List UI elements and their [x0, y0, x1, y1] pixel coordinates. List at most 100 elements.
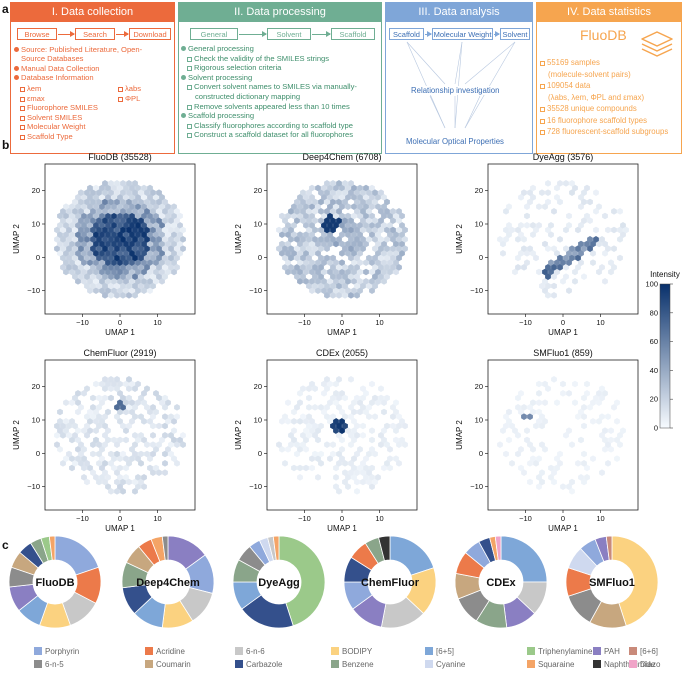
x-tick-label: −10: [519, 318, 532, 327]
hexbin-cell: [123, 399, 129, 406]
hexbin-cell: [180, 245, 186, 252]
hexbin-cell: [569, 254, 575, 262]
hexbin-cell: [135, 380, 141, 388]
hexbin-cell: [381, 268, 387, 276]
hexbin-cell: [162, 236, 168, 243]
hexbin-cell: [291, 418, 297, 425]
hexbin-cell: [99, 418, 105, 425]
hexbin-cell: [288, 432, 294, 439]
hexbin-cell: [153, 259, 159, 266]
hexbin-cell: [99, 231, 105, 238]
hexbin-cell: [276, 441, 282, 448]
y-tick-label: 0: [258, 449, 262, 458]
hexbin-cell: [75, 222, 81, 229]
legend-label: Porphyrin: [45, 647, 80, 656]
hexbin-cell: [144, 273, 150, 280]
hexbin-cell: [536, 455, 542, 462]
hexbin-cell: [545, 264, 551, 271]
hexbin-cell: [354, 469, 360, 476]
hexbin-cell: [72, 264, 78, 271]
hexbin-cell: [605, 245, 611, 252]
hexbin-cell: [102, 413, 108, 420]
hexbin-cell: [60, 245, 66, 252]
hexbin-cell: [165, 259, 171, 266]
hexbin-cell: [120, 198, 126, 206]
hexbin-cell: [369, 474, 375, 481]
hexbin-cell: [554, 259, 560, 266]
hexbin-cell: [524, 259, 530, 266]
legend-label: 6-n-6: [246, 647, 265, 656]
hexbin-cell: [99, 212, 105, 220]
hexbin-cell: [102, 217, 108, 224]
hexbin-cell: [551, 292, 557, 299]
x-tick-label: −10: [519, 514, 532, 523]
hexbin-cell: [108, 460, 114, 467]
hexbin-cell: [315, 203, 321, 210]
hexbin-cell: [126, 292, 132, 299]
hexbin-cell: [90, 404, 96, 411]
hexbin-cell: [330, 292, 336, 299]
hexbin-cell: [306, 254, 312, 262]
hexbin-cell: [96, 273, 102, 280]
hexbin-cell: [575, 460, 581, 467]
hexbin-cell: [348, 441, 354, 448]
hexbin-cell: [87, 259, 93, 266]
processing-heading: Solvent processing: [181, 73, 252, 82]
hexbin-cell: [327, 399, 333, 406]
hexbin-cell: [327, 278, 333, 285]
hexbin-cell: [605, 226, 611, 234]
legend-item: Porphyrin: [34, 647, 79, 656]
hexbin-cell: [399, 231, 405, 238]
hexbin-cell: [324, 385, 330, 392]
data-processing-box: II. Data processing: [178, 2, 382, 154]
hexbin-cell: [105, 268, 111, 276]
hexbin-cell: [575, 254, 581, 262]
hexbin-cell: [330, 264, 336, 271]
hexbin-cell: [560, 390, 566, 397]
hexbin-cell: [602, 427, 608, 434]
hexbin-cell: [282, 217, 288, 224]
hexbin-cell: [93, 278, 99, 285]
hexbin-cell: [150, 282, 156, 290]
hexbin-cell: [66, 264, 72, 271]
hexbin-cell: [120, 450, 126, 458]
hexbin-cell: [72, 254, 78, 262]
hexbin-cell: [120, 404, 126, 411]
hexbin-cell: [114, 217, 120, 224]
hexbin-cell: [111, 222, 117, 229]
hexbin-cell: [548, 231, 554, 238]
hexbin-cell: [342, 189, 348, 196]
hexbin-cell: [105, 483, 111, 490]
hexbin-cell: [324, 245, 330, 252]
hexbin-cell: [138, 450, 144, 458]
hexbin-cell: [587, 404, 593, 411]
legend-item: 6-n-6: [235, 647, 265, 656]
hexbin-cell: [129, 212, 135, 220]
hexbin-cell: [138, 264, 144, 271]
hexbin-cell: [551, 469, 557, 476]
hexbin-cell: [138, 208, 144, 215]
x-tick-label: 0: [340, 514, 344, 523]
hexbin-cell: [168, 264, 174, 271]
hexbin-cell: [381, 212, 387, 220]
hexbin-cell: [66, 432, 72, 439]
hexbin-cell: [542, 278, 548, 285]
donut-chart: DyeAgg: [232, 536, 326, 629]
hexbin-cell: [524, 427, 530, 434]
hexbin-cell: [530, 455, 536, 462]
hexbin-cell: [369, 380, 375, 388]
step-general: General: [190, 28, 238, 40]
x-tick-label: 0: [118, 318, 122, 327]
hexbin-cell: [114, 198, 120, 206]
hexbin-cell: [357, 268, 363, 276]
legend-item: Diazo: [629, 660, 660, 669]
hexbin-cell: [375, 222, 381, 229]
hexbin-cell: [333, 399, 339, 406]
hexbin-cell: [150, 432, 156, 439]
hexbin-cell: [536, 418, 542, 425]
hexbin-cell: [342, 273, 348, 280]
hexbin-cell: [309, 240, 315, 248]
hexbin-cell: [551, 245, 557, 252]
hexbin-cell: [93, 268, 99, 276]
hexbin-cell: [75, 390, 81, 397]
